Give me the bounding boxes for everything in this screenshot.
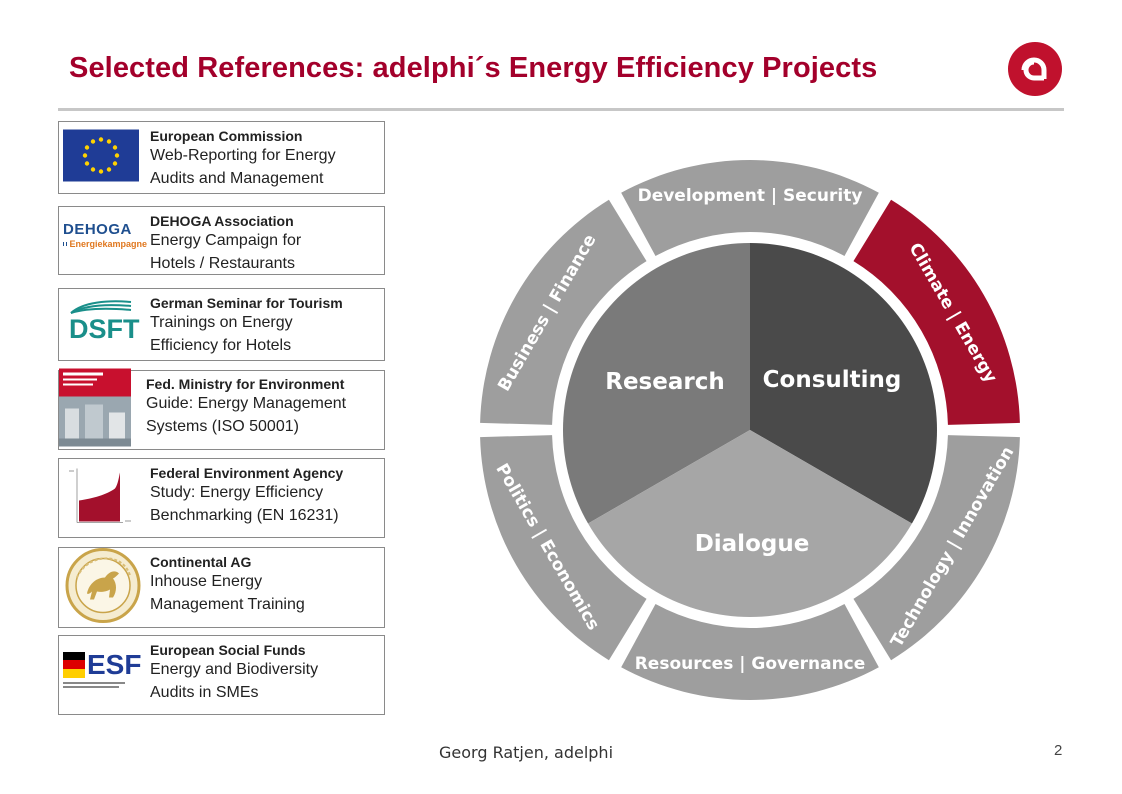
wheel-segment <box>480 199 647 425</box>
reference-line-1: Web-Reporting for Energy <box>150 147 336 164</box>
reference-european-commission: European Commission Web-Reporting for En… <box>58 121 385 194</box>
wheel-segment-label: Resources | Governance <box>635 654 866 674</box>
reference-line-2: Audits in SMEs <box>150 684 259 701</box>
wheel-segment <box>853 199 1020 425</box>
reference-line-2: Audits and Management <box>150 170 324 187</box>
wheel-segment <box>621 604 879 701</box>
page-number: 2 <box>1054 742 1063 759</box>
wheel-core-wedge <box>588 430 912 617</box>
continental-horse-logo-icon <box>63 547 143 628</box>
reference-org: European Commission <box>150 128 303 144</box>
reference-org: Fed. Ministry for Environment <box>146 376 345 392</box>
page-title: Selected References: adelphi´s Energy Ef… <box>69 52 878 84</box>
reference-line-2: Management Training <box>150 596 305 613</box>
reference-line-1: Trainings on Energy <box>150 314 293 331</box>
reference-line-2: Efficiency for Hotels <box>150 337 292 354</box>
reference-line-2: Hotels / Restaurants <box>150 255 295 272</box>
reference-org: German Seminar for Tourism <box>150 295 343 311</box>
dsft-logo-text: DSFT <box>69 313 140 344</box>
footer-author: Georg Ratjen, adelphi <box>439 743 614 762</box>
dehoga-logo-sub: Energiekampagne <box>69 238 147 249</box>
reference-org: DEHOGA Association <box>150 213 294 229</box>
reference-line-2: Benchmarking (EN 16231) <box>150 507 339 524</box>
wheel-core-wedge <box>750 243 937 524</box>
reference-line-1: Study: Energy Efficiency <box>150 484 324 501</box>
wheel-core-label: Consulting <box>763 367 902 393</box>
esf-logo-icon: ESF <box>63 651 147 699</box>
reference-org: Continental AG <box>150 554 252 570</box>
reference-line-1: Energy Campaign for <box>150 232 302 249</box>
reference-line-1: Inhouse Energy <box>150 573 263 590</box>
dsft-logo-icon: DSFT <box>63 299 143 350</box>
wheel-segment <box>621 160 879 256</box>
reference-dehoga: DEHOGA Energiekampagne DEHOGA Associatio… <box>58 206 385 275</box>
esf-logo-text: ESF <box>87 649 142 680</box>
benchmark-chart-icon <box>65 462 137 534</box>
reference-org: Federal Environment Agency <box>150 465 344 481</box>
wheel-segment <box>480 435 647 661</box>
dehoga-logo-icon: DEHOGA Energiekampagne <box>63 221 147 261</box>
wheel-core-label: Dialogue <box>695 531 810 557</box>
adelphi-a-logo <box>1008 42 1062 96</box>
guide-cover-icon <box>59 368 131 452</box>
reference-dsft: DSFT German Seminar for Tourism Training… <box>58 288 385 361</box>
title-divider <box>58 108 1064 111</box>
wheel-core-label: Research <box>605 369 724 395</box>
wheel-segment-label: Development | Security <box>638 186 863 206</box>
reference-fed-ministry: Fed. Ministry for Environment Guide: Ene… <box>58 368 385 452</box>
reference-org: European Social Funds <box>150 642 306 658</box>
wheel-core-wedge <box>563 243 750 524</box>
dehoga-logo-text: DEHOGA <box>63 220 132 238</box>
eu-flag-icon <box>63 129 139 186</box>
reference-line-2: Systems (ISO 50001) <box>146 418 299 435</box>
reference-line-1: Guide: Energy Management <box>146 395 347 412</box>
wheel-segment <box>853 435 1020 661</box>
reference-line-1: Energy and Biodiversity <box>150 661 319 678</box>
reference-continental: Continental AG Inhouse Energy Management… <box>58 547 385 628</box>
reference-federal-agency: Federal Environment Agency Study: Energy… <box>58 458 385 538</box>
reference-esf: ESF European Social Funds Energy and Bio… <box>58 635 385 715</box>
